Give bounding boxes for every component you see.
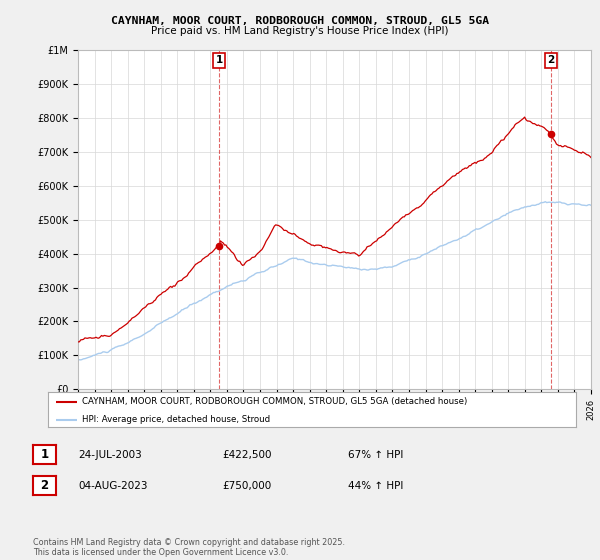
Text: CAYNHAM, MOOR COURT, RODBOROUGH COMMON, STROUD, GL5 5GA: CAYNHAM, MOOR COURT, RODBOROUGH COMMON, …	[111, 16, 489, 26]
Text: £422,500: £422,500	[222, 450, 271, 460]
Text: £750,000: £750,000	[222, 480, 271, 491]
Text: 2: 2	[547, 55, 554, 66]
Text: 1: 1	[40, 448, 49, 461]
Text: 24-JUL-2003: 24-JUL-2003	[78, 450, 142, 460]
Text: 44% ↑ HPI: 44% ↑ HPI	[348, 480, 403, 491]
Text: 67% ↑ HPI: 67% ↑ HPI	[348, 450, 403, 460]
Text: 2: 2	[40, 479, 49, 492]
Text: 04-AUG-2023: 04-AUG-2023	[78, 480, 148, 491]
Text: Contains HM Land Registry data © Crown copyright and database right 2025.
This d: Contains HM Land Registry data © Crown c…	[33, 538, 345, 557]
Text: Price paid vs. HM Land Registry's House Price Index (HPI): Price paid vs. HM Land Registry's House …	[151, 26, 449, 36]
Text: 1: 1	[215, 55, 223, 66]
Text: CAYNHAM, MOOR COURT, RODBOROUGH COMMON, STROUD, GL5 5GA (detached house): CAYNHAM, MOOR COURT, RODBOROUGH COMMON, …	[82, 398, 467, 407]
Text: HPI: Average price, detached house, Stroud: HPI: Average price, detached house, Stro…	[82, 415, 271, 424]
